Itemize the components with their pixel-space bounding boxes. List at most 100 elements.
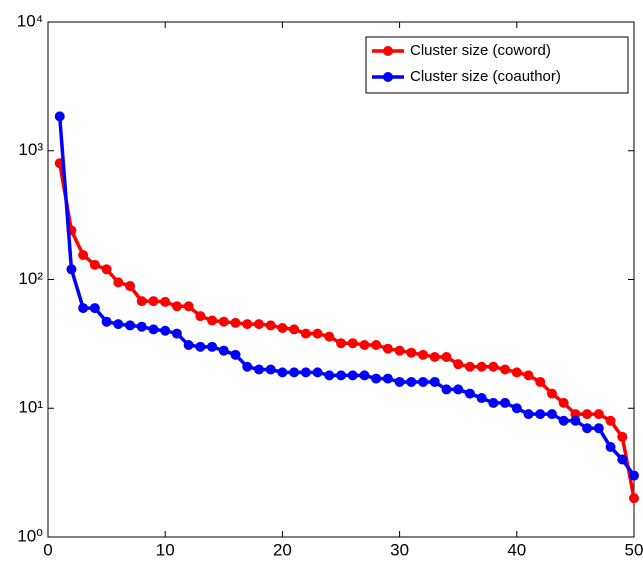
data-point [582,423,593,434]
y-tick-label: 10⁴ [17,11,43,30]
y-tick-label: 10³ [18,140,43,159]
data-point [570,415,581,426]
data-point [207,315,218,326]
data-point [453,384,464,395]
data-point [289,367,300,378]
data-point [382,373,393,384]
data-point [394,376,405,387]
data-point [148,324,159,335]
data-point [371,339,382,350]
data-point [429,352,440,363]
data-point [617,431,628,442]
data-point [546,388,557,399]
data-point [488,397,499,408]
data-point [289,324,300,335]
x-tick-label: 40 [507,540,526,559]
data-point [160,296,171,307]
data-point [500,397,511,408]
data-point [535,376,546,387]
data-point [265,320,276,331]
data-point [113,277,124,288]
data-point [183,301,194,312]
data-point [253,364,264,375]
data-point [66,264,77,275]
data-point [136,296,147,307]
data-point [312,328,323,339]
data-point [429,376,440,387]
data-point [382,343,393,354]
data-point [418,349,429,360]
data-point [511,367,522,378]
x-tick-label: 0 [43,540,52,559]
data-point [125,281,136,292]
data-point [394,345,405,356]
legend-label: Cluster size (coword) [410,42,551,59]
data-point [195,311,206,322]
data-point [464,388,475,399]
data-point [78,249,89,260]
data-point [582,409,593,420]
data-point [629,493,639,504]
legend-box [365,36,629,94]
data-point [441,352,452,363]
y-tick-label: 10⁰ [17,526,43,545]
data-point [464,361,475,372]
data-point [347,370,358,381]
data-point [617,454,628,465]
data-point [359,339,370,350]
data-point [242,361,253,372]
data-point [324,370,335,381]
data-point [183,339,194,350]
data-point [113,319,124,330]
data-point [101,264,112,275]
data-point [347,338,358,349]
legend-marker [383,46,393,56]
y-tick-label: 10¹ [18,398,43,417]
data-point [125,320,136,331]
data-point [629,470,639,481]
data-point [230,349,241,360]
data-point [101,316,112,327]
data-point [546,409,557,420]
data-point [593,423,604,434]
data-point [336,370,346,381]
data-point [406,347,417,358]
data-point [160,325,171,336]
data-point [136,321,147,332]
data-point [230,317,241,328]
data-point [312,367,323,378]
data-point [148,296,159,307]
data-point [359,370,370,381]
data-point [500,364,511,375]
data-point [253,319,264,330]
data-point [476,393,487,404]
legend-label: Cluster size (coauthor) [410,68,561,85]
data-point [605,442,616,453]
data-point [336,338,346,349]
data-point [277,323,288,334]
data-point [207,341,218,352]
plot-frame [47,21,635,538]
data-point [171,328,182,339]
data-point [300,367,311,378]
data-point [171,301,182,312]
data-point [300,328,311,339]
data-point [523,409,534,420]
data-point [488,361,499,372]
data-point [89,259,100,270]
data-point [476,361,487,372]
data-point [242,319,253,330]
y-tick-label: 10² [18,269,43,288]
x-tick-label: 50 [625,540,643,559]
data-point [78,303,89,314]
data-point [441,384,452,395]
x-tick-label: 30 [390,540,409,559]
data-point [371,373,382,384]
legend-marker [383,72,393,82]
data-point [324,331,335,342]
data-point [593,409,604,420]
data-point [535,409,546,420]
data-point [511,403,522,414]
data-point [277,367,288,378]
data-point [558,415,569,426]
